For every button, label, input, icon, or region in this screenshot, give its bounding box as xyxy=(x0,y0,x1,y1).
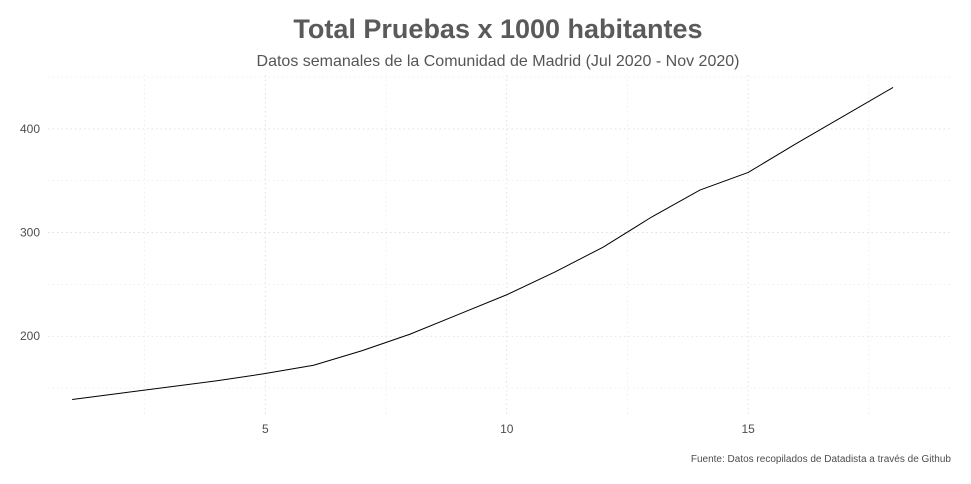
series xyxy=(72,87,894,400)
chart-caption: Fuente: Datos recopilados de Datadista a… xyxy=(691,454,952,465)
y-tick-label: 300 xyxy=(20,226,40,240)
chart-subtitle: Datos semanales de la Comunidad de Madri… xyxy=(257,53,740,70)
x-tick-label: 10 xyxy=(500,422,514,436)
y-tick-label: 200 xyxy=(20,329,40,343)
chart-title: Total Pruebas x 1000 habitantes xyxy=(293,14,702,44)
grid xyxy=(48,75,951,415)
x-tick-label: 5 xyxy=(262,422,269,436)
axis-ticks: 5 10 15 200 300 400 xyxy=(20,122,755,436)
series-line-0 xyxy=(72,87,894,400)
y-tick-label: 400 xyxy=(20,122,40,136)
x-tick-label: 15 xyxy=(742,422,756,436)
